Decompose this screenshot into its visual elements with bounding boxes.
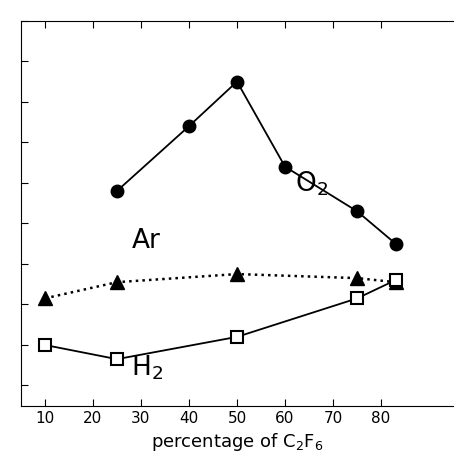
Text: Ar: Ar: [131, 228, 160, 254]
Text: H$_2$: H$_2$: [131, 353, 164, 382]
X-axis label: percentage of C$_2$F$_6$: percentage of C$_2$F$_6$: [151, 431, 323, 453]
Text: O$_2$: O$_2$: [295, 169, 328, 198]
